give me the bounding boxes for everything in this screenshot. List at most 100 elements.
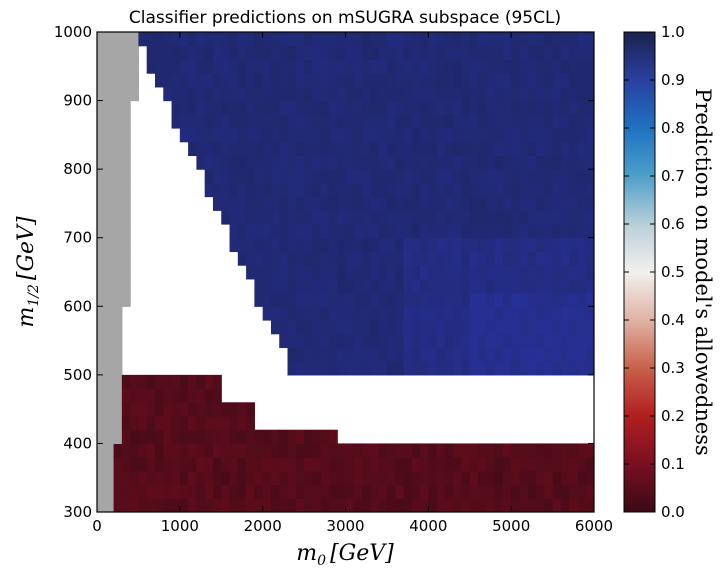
heatmap-cell: [420, 100, 429, 115]
heatmap-cell: [552, 278, 562, 294]
heatmap-cell: [378, 141, 388, 157]
x-tick-label: 1000: [161, 517, 199, 535]
heatmap-cell: [428, 73, 438, 88]
heatmap-cell: [320, 251, 330, 266]
heatmap-cell: [212, 484, 222, 499]
heatmap-cell: [502, 196, 512, 211]
heatmap-cell: [544, 278, 554, 294]
heatmap-cell: [121, 32, 131, 47]
heatmap-cell: [121, 86, 131, 102]
heatmap-cell: [295, 470, 305, 486]
heatmap-cell: [171, 388, 181, 403]
heatmap-cell: [453, 361, 463, 376]
heatmap-cell: [544, 128, 554, 143]
heatmap-cell: [171, 416, 181, 431]
heatmap-cell: [577, 45, 587, 61]
heatmap-cell: [411, 128, 421, 143]
heatmap-cell: [171, 374, 181, 390]
heatmap-cell: [444, 484, 454, 499]
heatmap-cell: [246, 251, 255, 266]
heatmap-cell: [121, 59, 131, 74]
heatmap-cell: [585, 484, 594, 499]
heatmap-cell: [304, 278, 313, 294]
heatmap-cell: [544, 361, 554, 376]
heatmap-cell: [320, 86, 330, 102]
heatmap-cell: [552, 128, 562, 143]
heatmap-cell: [353, 347, 363, 362]
heatmap-cell: [527, 484, 537, 499]
heatmap-cell: [403, 155, 413, 170]
heatmap-cell: [362, 224, 371, 239]
heatmap-cell: [105, 237, 115, 253]
heatmap-cell: [237, 59, 247, 74]
heatmap-cell: [196, 429, 206, 445]
heatmap-cell: [146, 59, 156, 74]
heatmap-cell: [527, 306, 537, 321]
heatmap-cell: [502, 59, 512, 74]
heatmap-cell: [353, 320, 363, 335]
heatmap-cell: [337, 498, 347, 512]
heatmap-cell: [386, 73, 396, 88]
heatmap-cell: [337, 100, 347, 115]
heatmap-cell: [502, 128, 512, 143]
heatmap-cell: [378, 114, 388, 129]
heatmap-cell: [378, 498, 388, 512]
heatmap-cell: [378, 182, 388, 198]
heatmap-cell: [163, 416, 173, 431]
heatmap-cell: [204, 416, 214, 431]
heatmap-cell: [453, 443, 463, 458]
heatmap-cell: [527, 141, 537, 157]
heatmap-cell: [552, 333, 562, 349]
heatmap-cell: [154, 32, 164, 47]
heatmap-cell: [420, 333, 429, 349]
heatmap-cell: [411, 320, 421, 335]
heatmap-cell: [511, 306, 521, 321]
heatmap-cell: [403, 45, 413, 61]
heatmap-cell: [569, 265, 579, 280]
heatmap-cell: [328, 265, 338, 280]
heatmap-cell: [469, 196, 479, 211]
heatmap-cell: [262, 484, 272, 499]
heatmap-cell: [179, 100, 189, 115]
heatmap-cell: [403, 32, 413, 47]
heatmap-cell: [345, 210, 355, 225]
heatmap-cell: [212, 141, 222, 157]
heatmap-cell: [577, 86, 587, 102]
heatmap-cell: [461, 484, 471, 499]
heatmap-cell: [527, 182, 537, 198]
heatmap-cell: [527, 128, 537, 143]
heatmap-cell: [527, 100, 537, 115]
heatmap-cell: [403, 484, 413, 499]
heatmap-cell: [370, 278, 380, 294]
heatmap-cell: [337, 361, 347, 376]
heatmap-cell: [279, 237, 289, 253]
heatmap-cell: [585, 265, 594, 280]
heatmap-cell: [229, 73, 239, 88]
heatmap-cell: [204, 457, 214, 472]
heatmap-cell: [461, 278, 471, 294]
heatmap-cell: [469, 32, 479, 47]
colorbar-tick-label: 0.3: [661, 359, 685, 377]
heatmap-cell: [353, 333, 363, 349]
heatmap-cell: [97, 278, 106, 294]
heatmap-cell: [560, 484, 570, 499]
heatmap-cell: [478, 86, 487, 102]
heatmap-cell: [345, 265, 355, 280]
heatmap-cell: [362, 484, 371, 499]
heatmap-cell: [494, 114, 504, 129]
heatmap-cell: [163, 429, 173, 445]
heatmap-cell: [444, 251, 454, 266]
heatmap-cell: [378, 251, 388, 266]
heatmap-cell: [444, 100, 454, 115]
x-axis-label: m0 [GeV]: [296, 541, 394, 569]
heatmap-cell: [237, 443, 247, 458]
heatmap-cell: [353, 100, 363, 115]
heatmap-cell: [270, 128, 280, 143]
heatmap-cell: [254, 45, 264, 61]
heatmap-cell: [370, 169, 380, 184]
heatmap-cell: [130, 457, 140, 472]
heatmap-cell: [105, 402, 115, 417]
heatmap-cell: [362, 169, 371, 184]
heatmap-cell: [411, 251, 421, 266]
heatmap-cell: [337, 292, 347, 307]
